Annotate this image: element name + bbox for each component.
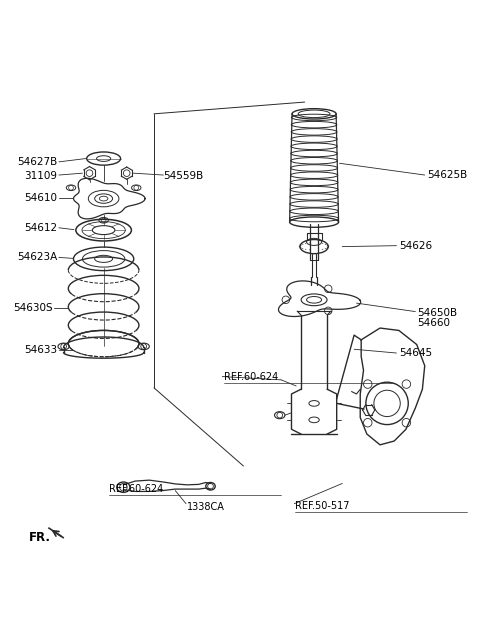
Text: 54650B: 54650B	[418, 308, 458, 318]
Text: 54623A: 54623A	[17, 252, 58, 263]
Text: 54559B: 54559B	[163, 171, 204, 181]
Text: 1338CA: 1338CA	[187, 502, 225, 512]
Text: 54626: 54626	[399, 241, 432, 250]
Text: 54610: 54610	[24, 193, 58, 203]
Text: 31109: 31109	[24, 171, 58, 181]
Text: 54633: 54633	[24, 345, 58, 355]
Text: 54630S: 54630S	[13, 303, 53, 313]
Text: REF.60-624: REF.60-624	[224, 372, 278, 381]
Text: 54645: 54645	[399, 348, 432, 358]
Text: 54627B: 54627B	[17, 157, 58, 167]
Text: REF.50-517: REF.50-517	[295, 501, 350, 510]
Text: REF.60-624: REF.60-624	[109, 483, 164, 494]
Text: 54612: 54612	[24, 223, 58, 233]
Text: 54660: 54660	[418, 318, 451, 328]
Text: FR.: FR.	[29, 531, 51, 544]
Text: 54625B: 54625B	[427, 170, 468, 180]
